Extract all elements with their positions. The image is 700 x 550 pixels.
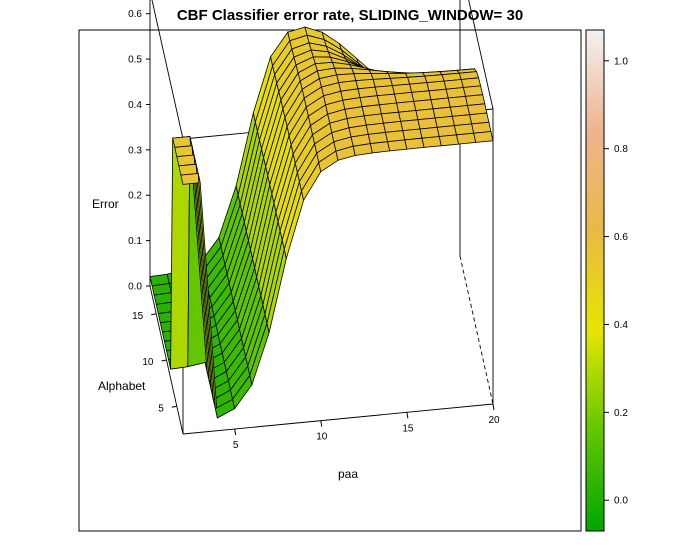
color-key-tick-label: 0.2: [614, 408, 628, 419]
x-axis: 5 10 15 20: [233, 403, 500, 451]
z-axis-tick-label: 0.5: [128, 55, 142, 66]
box-edge: [468, 0, 494, 110]
chart-title: CBF Classifier error rate, SLIDING_WINDO…: [177, 7, 523, 24]
color-key-tick-label: 1.0: [614, 56, 628, 67]
y-axis-tick-label: 5: [158, 403, 164, 414]
surface-facet: [404, 137, 425, 150]
color-key-tick-label: 0.4: [614, 320, 628, 331]
surface-facet: [180, 173, 201, 185]
box-edge: [151, 0, 184, 140]
plot-panel-border: [78, 29, 582, 532]
x-axis-label: paa: [338, 467, 358, 481]
surface-facet: [438, 134, 460, 147]
x-axis-tick: [320, 420, 323, 427]
color-key-bar: [585, 29, 605, 532]
surface-facet: [473, 131, 494, 143]
color-key-ticks: 0.0 0.2 0.4 0.6 0.8 1.0: [604, 56, 628, 507]
box-edge: [459, 255, 494, 405]
x-axis-tick: [492, 403, 495, 411]
color-key-tick-label: 0.8: [614, 144, 628, 155]
color-key-tick-label: 0.0: [614, 496, 628, 507]
z-axis-tick-label: 0.0: [128, 282, 142, 293]
y-axis-label: Alphabet: [98, 379, 146, 393]
z-axis-tick-label: 0.6: [128, 9, 142, 20]
surface-facet: [456, 132, 477, 145]
x-axis-tick-label: 20: [488, 415, 500, 426]
z-axis: 0.0 0.1 0.2 0.3 0.4 0.5 0.6: [128, 9, 150, 293]
x-axis-tick-label: 10: [316, 432, 328, 443]
surface-facet: [368, 69, 390, 74]
z-axis-tick-label: 0.3: [128, 145, 142, 156]
surface-facet: [387, 139, 408, 152]
z-axis-label: Error: [92, 197, 119, 211]
z-axis-tick-label: 0.4: [128, 100, 142, 111]
y-axis-tick: [151, 313, 157, 316]
surface-facet: [421, 136, 442, 148]
x-axis-tick: [406, 412, 409, 419]
x-axis-tick-label: 15: [402, 423, 414, 434]
y-axis-tick-label: 15: [132, 311, 144, 322]
y-axis-tick-label: 10: [142, 357, 154, 368]
surface-facet: [369, 141, 391, 154]
color-key-tick-label: 0.6: [614, 232, 628, 243]
y-axis: 5 10 15: [132, 311, 177, 414]
z-axis-tick-label: 0.1: [128, 236, 142, 247]
x-axis-tick: [234, 428, 237, 436]
error-surface: [149, 26, 494, 419]
x-axis-tick-label: 5: [233, 440, 239, 451]
y-axis-tick: [161, 359, 167, 362]
y-axis-tick: [171, 405, 177, 408]
z-axis-tick-label: 0.2: [128, 191, 142, 202]
